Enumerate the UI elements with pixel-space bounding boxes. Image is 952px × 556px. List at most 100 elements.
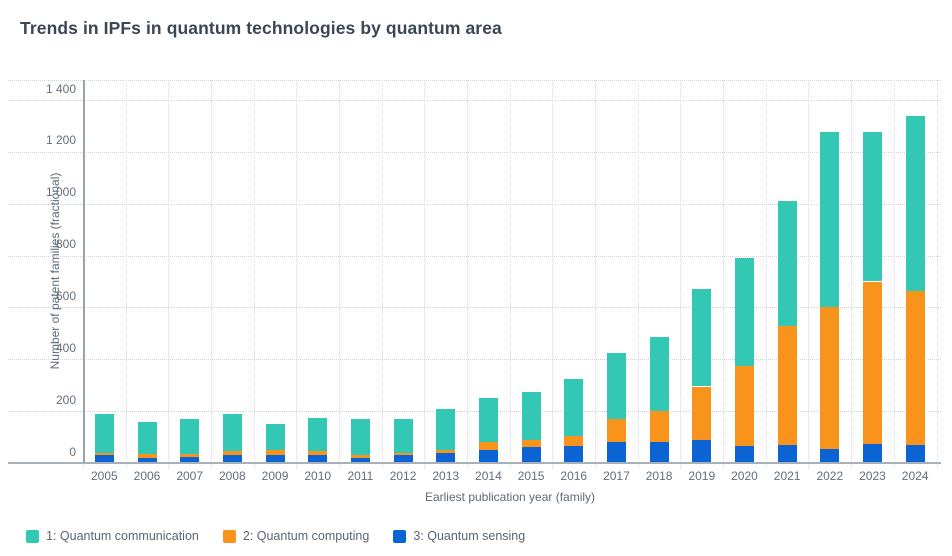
bar-segment-2022-quantum-communication[interactable] <box>820 132 840 308</box>
bar-segment-2009-quantum-sensing[interactable] <box>265 455 285 463</box>
x-axis-title: Earliest publication year (family) <box>424 490 596 504</box>
x-axis-tick <box>893 463 895 468</box>
bar-segment-2006-quantum-computing[interactable] <box>137 453 157 458</box>
bar-segment-2009-quantum-communication[interactable] <box>265 424 285 451</box>
bar-segment-2015-quantum-computing[interactable] <box>521 439 541 448</box>
bar-segment-2013-quantum-sensing[interactable] <box>436 452 456 463</box>
bar-segment-2006-quantum-communication[interactable] <box>137 421 157 454</box>
vertical-gridline <box>637 79 639 463</box>
bar-segment-2023-quantum-communication[interactable] <box>862 132 882 282</box>
bar-segment-2018-quantum-sensing[interactable] <box>649 442 669 463</box>
gridline-y-1400 <box>8 100 941 101</box>
bar-segment-2013-quantum-computing[interactable] <box>436 450 456 453</box>
bar-segment-2010-quantum-computing[interactable] <box>308 451 328 456</box>
vertical-gridline <box>339 79 341 463</box>
bar-segment-2007-quantum-sensing[interactable] <box>180 456 200 463</box>
vertical-gridline <box>509 79 511 463</box>
vertical-gridline <box>936 79 938 463</box>
bar-segment-2010-quantum-sensing[interactable] <box>308 455 328 463</box>
bar-segment-2019-quantum-communication[interactable] <box>692 289 712 387</box>
x-tick-label-2015: 2015 <box>517 469 545 483</box>
bar-segment-2021-quantum-sensing[interactable] <box>777 444 797 463</box>
x-tick-label-2006: 2006 <box>133 469 161 483</box>
vertical-gridline <box>296 79 298 463</box>
x-tick-label-2019: 2019 <box>688 469 716 483</box>
bar-segment-2021-quantum-communication[interactable] <box>777 201 797 326</box>
bar-segment-2005-quantum-sensing[interactable] <box>94 455 114 463</box>
bar-segment-2011-quantum-sensing[interactable] <box>350 457 370 463</box>
bar-segment-2022-quantum-sensing[interactable] <box>820 448 840 463</box>
y-tick-label-1400: 1 400 <box>45 81 76 96</box>
bar-segment-2012-quantum-computing[interactable] <box>393 452 413 456</box>
bar-segment-2024-quantum-computing[interactable] <box>905 290 925 445</box>
bar-segment-2017-quantum-sensing[interactable] <box>606 442 626 463</box>
bar-segment-2005-quantum-computing[interactable] <box>94 452 114 456</box>
bar-segment-2022-quantum-computing[interactable] <box>820 307 840 449</box>
x-axis-line <box>8 462 941 464</box>
x-tick-label-2022: 2022 <box>816 469 844 483</box>
bar-segment-2016-quantum-computing[interactable] <box>564 435 584 447</box>
gridline-y-400 <box>8 359 941 361</box>
bar-segment-2023-quantum-sensing[interactable] <box>862 443 882 463</box>
bar-segment-2012-quantum-communication[interactable] <box>393 418 413 453</box>
x-tick-label-2018: 2018 <box>645 469 673 483</box>
bar-segment-2014-quantum-sensing[interactable] <box>478 450 498 463</box>
bar-segment-2018-quantum-communication[interactable] <box>649 337 669 412</box>
vertical-gridline <box>552 79 554 463</box>
x-axis-tick <box>424 463 426 468</box>
bar-segment-2015-quantum-sensing[interactable] <box>521 447 541 463</box>
bar-segment-2016-quantum-sensing[interactable] <box>564 446 584 463</box>
gridline-y-600 <box>8 307 941 309</box>
bar-segment-2008-quantum-computing[interactable] <box>222 451 242 456</box>
bar-segment-2020-quantum-communication[interactable] <box>734 258 754 366</box>
x-tick-label-2007: 2007 <box>176 469 204 483</box>
bar-segment-2017-quantum-communication[interactable] <box>606 352 626 419</box>
x-tick-label-2024: 2024 <box>901 469 929 483</box>
bar-segment-2016-quantum-communication[interactable] <box>564 378 584 436</box>
x-tick-label-2021: 2021 <box>773 469 801 483</box>
gridline-y-800 <box>8 255 941 257</box>
bar-segment-2007-quantum-computing[interactable] <box>180 453 200 457</box>
vertical-gridline <box>893 79 895 463</box>
x-axis-tick <box>851 463 853 468</box>
bar-segment-2020-quantum-sensing[interactable] <box>734 446 754 463</box>
bar-segment-2021-quantum-computing[interactable] <box>777 325 797 445</box>
bar-segment-2015-quantum-communication[interactable] <box>521 391 541 440</box>
bar-segment-2011-quantum-computing[interactable] <box>350 455 370 458</box>
bar-segment-2019-quantum-computing[interactable] <box>692 386 712 440</box>
bar-segment-2011-quantum-communication[interactable] <box>350 418 370 456</box>
x-axis-tick <box>211 463 213 468</box>
bar-segment-2018-quantum-computing[interactable] <box>649 411 669 443</box>
x-tick-label-2008: 2008 <box>219 469 246 483</box>
x-tick-label-2020: 2020 <box>731 469 758 483</box>
bar-segment-2024-quantum-sensing[interactable] <box>905 444 925 463</box>
legend-item-quantum-sensing[interactable]: 3: Quantum sensing <box>393 529 525 544</box>
legend-item-quantum-computing[interactable]: 2: Quantum computing <box>222 529 369 544</box>
chart-title: Trends in IPFs in quantum technologies b… <box>20 18 502 38</box>
bar-segment-2012-quantum-sensing[interactable] <box>393 455 413 463</box>
bar-segment-2009-quantum-computing[interactable] <box>265 450 285 456</box>
bar-segment-2014-quantum-computing[interactable] <box>478 442 498 451</box>
bar-segment-2005-quantum-communication[interactable] <box>94 413 114 453</box>
bar-segment-2019-quantum-sensing[interactable] <box>692 439 712 463</box>
x-tick-label-2014: 2014 <box>475 469 502 483</box>
x-axis-tick <box>253 463 255 468</box>
legend-item-quantum-communication[interactable]: 1: Quantum communication <box>26 529 199 544</box>
bar-segment-2007-quantum-communication[interactable] <box>180 418 200 454</box>
bar-segment-2024-quantum-communication[interactable] <box>905 115 925 291</box>
bar-segment-2023-quantum-computing[interactable] <box>862 281 882 444</box>
bar-segment-2006-quantum-sensing[interactable] <box>137 457 157 463</box>
vertical-gridline <box>381 79 383 463</box>
bar-segment-2014-quantum-communication[interactable] <box>478 398 498 443</box>
x-axis-tick <box>381 463 383 468</box>
legend-swatch <box>26 530 39 543</box>
bar-segment-2010-quantum-communication[interactable] <box>308 417 328 452</box>
bar-segment-2008-quantum-communication[interactable] <box>222 413 242 452</box>
bar-segment-2020-quantum-computing[interactable] <box>734 365 754 447</box>
bar-segment-2013-quantum-communication[interactable] <box>436 408 456 451</box>
legend-label: 3: Quantum sensing <box>413 529 526 543</box>
x-axis-tick <box>595 463 597 468</box>
bar-segment-2008-quantum-sensing[interactable] <box>222 455 242 463</box>
bar-segment-2017-quantum-computing[interactable] <box>606 418 626 443</box>
